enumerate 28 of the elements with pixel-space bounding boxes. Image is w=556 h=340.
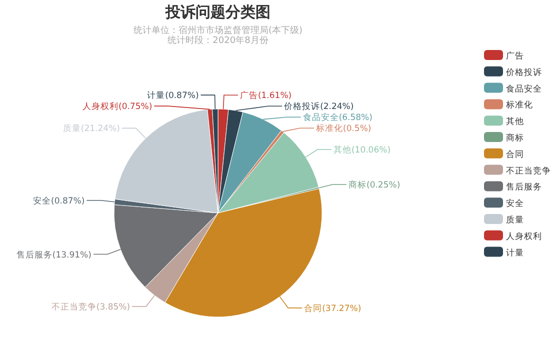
data-label: 合同(37.27%) bbox=[304, 302, 362, 314]
data-label: 其他(10.06%) bbox=[333, 144, 391, 156]
legend-label: 食品安全 bbox=[506, 83, 542, 94]
legend-label: 安全 bbox=[506, 198, 524, 210]
legend-label: 合同 bbox=[506, 148, 524, 160]
data-label: 计量(0.87%) bbox=[147, 90, 199, 102]
legend-label: 广告 bbox=[506, 50, 524, 62]
legend-label: 标准化 bbox=[505, 100, 533, 111]
chart-subtitle: 统计单位：宿州市市场监督管理局(本下级) 统计时段：2020年8月份 bbox=[133, 25, 303, 46]
legend-label: 不正当竞争 bbox=[506, 165, 551, 176]
legend-label: 其他 bbox=[506, 116, 524, 128]
legend-label: 人身权利 bbox=[506, 230, 542, 242]
data-label: 广告(1.61%) bbox=[240, 90, 292, 102]
data-label: 标准化(0.5%) bbox=[315, 123, 372, 134]
legend-label: 商标 bbox=[506, 132, 524, 144]
data-label: 售后服务(13.91%) bbox=[16, 249, 92, 260]
data-label: 质量(21.24%) bbox=[62, 123, 120, 134]
legend-label: 价格投诉 bbox=[505, 66, 542, 78]
data-label: 商标(0.25%) bbox=[348, 179, 400, 190]
legend-label: 售后服务 bbox=[506, 182, 542, 193]
legend-label: 质量 bbox=[506, 214, 524, 226]
legend-label: 计量 bbox=[506, 247, 524, 258]
data-label: 安全(0.87%) bbox=[33, 195, 85, 206]
data-label: 人身权利(0.75%) bbox=[82, 101, 152, 112]
data-label: 食品安全(6.58%) bbox=[302, 112, 372, 124]
data-label: 不正当竞争(3.85%) bbox=[51, 302, 130, 313]
data-label: 价格投诉(2.24%) bbox=[283, 101, 354, 112]
chart-title: 投诉问题分类图 bbox=[164, 3, 270, 21]
